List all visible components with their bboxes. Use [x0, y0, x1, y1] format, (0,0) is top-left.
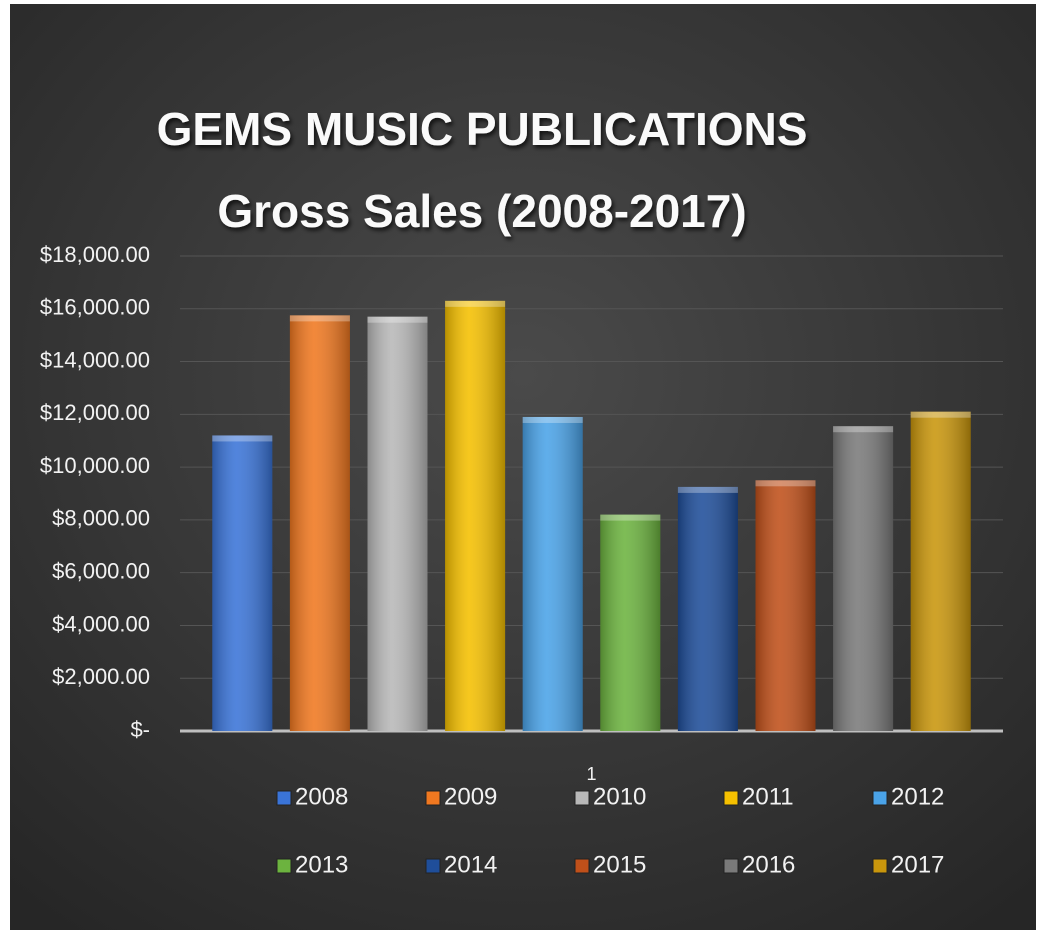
- legend-label: 2011: [742, 783, 794, 810]
- y-tick-label: $12,000.00: [40, 400, 150, 425]
- bar-top: [289, 315, 350, 322]
- bar-shade: [600, 514, 661, 731]
- y-tick-label: $-: [130, 717, 150, 742]
- bar-top: [833, 426, 894, 433]
- chart-subtitle: Gross Sales (2008-2017): [217, 185, 746, 237]
- legend-label: 2009: [444, 783, 497, 810]
- y-tick-label: $16,000.00: [40, 295, 150, 320]
- y-tick-label: $8,000.00: [52, 506, 150, 531]
- legend-label: 2010: [593, 783, 646, 810]
- bar-top: [677, 486, 738, 493]
- legend-marker: [276, 858, 292, 874]
- bar-shade: [289, 315, 350, 731]
- bar-top: [367, 316, 428, 323]
- bar-top: [910, 411, 971, 418]
- bar-top: [445, 300, 506, 307]
- bar-shade: [522, 416, 583, 731]
- legend-marker: [425, 858, 441, 874]
- x-tick-label: 1: [586, 764, 596, 784]
- legend-marker: [872, 790, 888, 806]
- y-tick-label: $2,000.00: [52, 664, 150, 689]
- legend-label: 2008: [295, 783, 348, 810]
- y-tick-label: $4,000.00: [52, 611, 150, 636]
- legend-marker: [276, 790, 292, 806]
- bar-top: [755, 480, 816, 487]
- legend-label: 2015: [593, 851, 646, 878]
- bar-shade: [833, 426, 894, 731]
- legend-label: 2012: [891, 783, 944, 810]
- legend-marker: [574, 790, 590, 806]
- chart-title: GEMS MUSIC PUBLICATIONS: [157, 103, 808, 155]
- legend-marker: [723, 790, 739, 806]
- legend-label: 2017: [891, 851, 944, 878]
- legend-marker: [425, 790, 441, 806]
- legend-label: 2013: [295, 851, 348, 878]
- y-tick-label: $10,000.00: [40, 453, 150, 478]
- bar-top: [212, 435, 273, 442]
- bar-top: [522, 416, 583, 423]
- bar-shade: [755, 480, 816, 731]
- legend-marker: [872, 858, 888, 874]
- legend-marker: [723, 858, 739, 874]
- legend-marker: [574, 858, 590, 874]
- bar-shade: [212, 435, 273, 731]
- bar-shade: [910, 411, 971, 731]
- bar-shade: [445, 300, 506, 731]
- y-tick-label: $6,000.00: [52, 558, 150, 583]
- legend-label: 2016: [742, 851, 795, 878]
- bar-shade: [677, 486, 738, 731]
- y-tick-label: $18,000.00: [40, 242, 150, 267]
- bar-top: [600, 514, 661, 521]
- bar-shade: [367, 316, 428, 731]
- legend-label: 2014: [444, 851, 497, 878]
- y-tick-label: $14,000.00: [40, 347, 150, 372]
